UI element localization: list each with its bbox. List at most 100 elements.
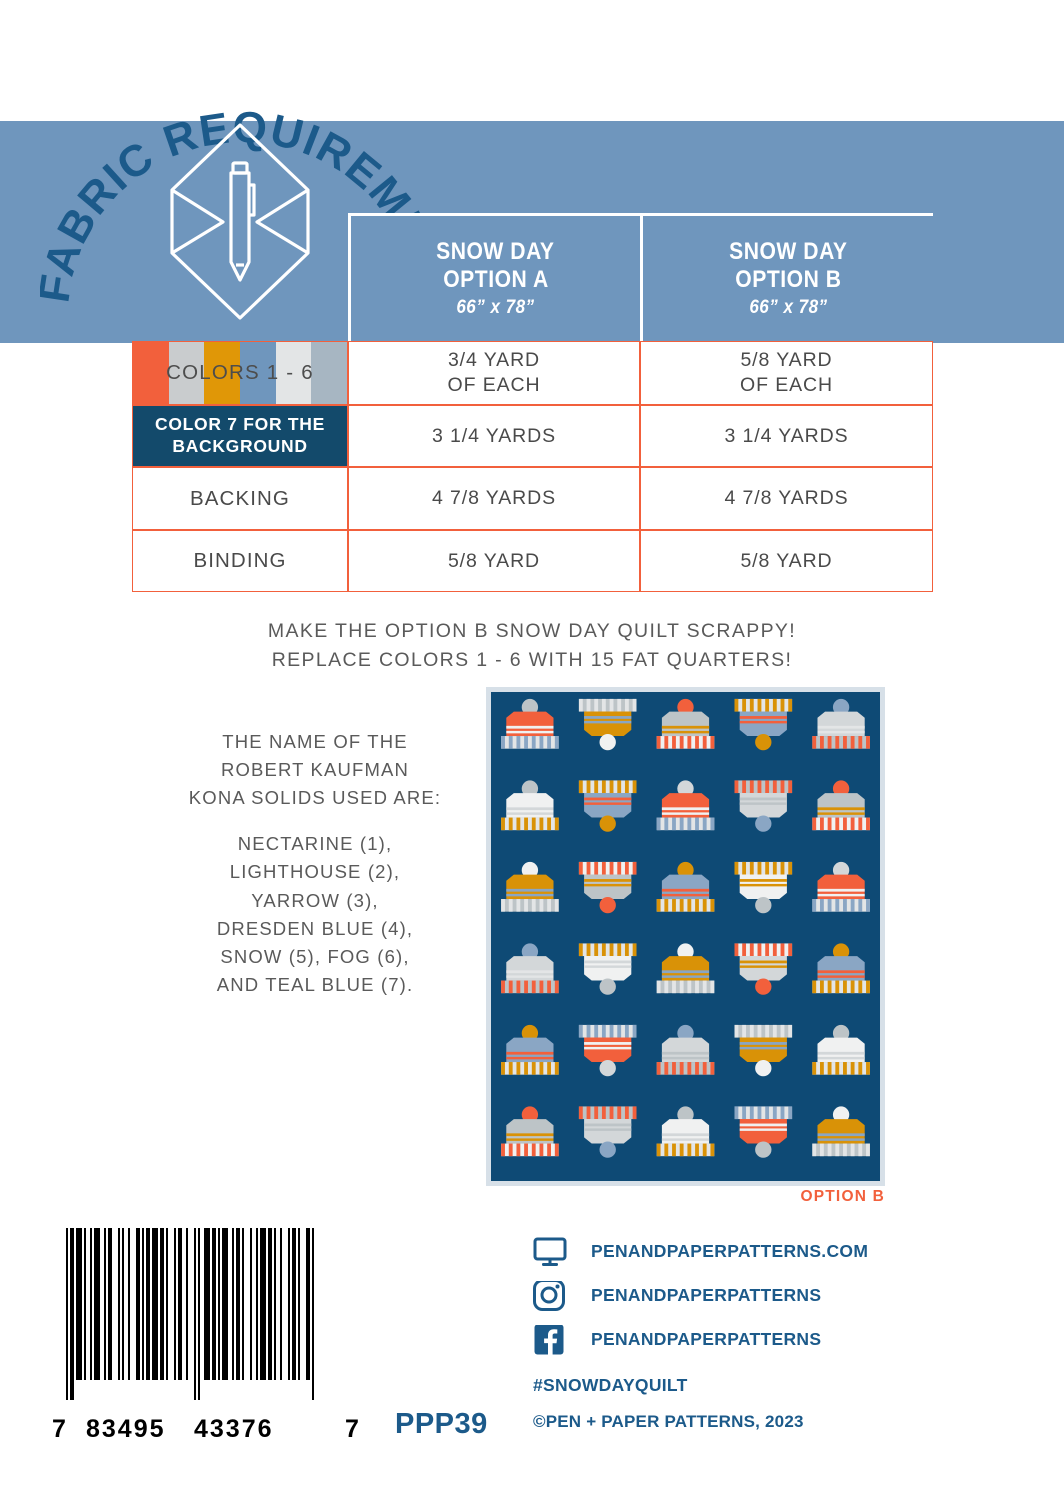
quilt-block bbox=[501, 1024, 559, 1075]
kona-color-3: YARROW (3), bbox=[251, 889, 379, 911]
table-row: COLORS 1 - 6 3/4 YARD OF EACH 5/8 YARD OF … bbox=[132, 341, 933, 405]
barcode-digits-group1: 83495 bbox=[86, 1415, 166, 1443]
quilt-block bbox=[812, 1106, 870, 1157]
kona-intro-line2: ROBERT KAUFMAN bbox=[220, 759, 410, 781]
fabric-requirements-table: SNOW DAY OPTION A 66” x 78” SNOW DAY OPT… bbox=[132, 213, 933, 593]
quilt-block bbox=[578, 1106, 637, 1158]
option-b-size: 66” x 78” bbox=[748, 297, 828, 319]
colors-option-b-value: 5/8 YARD OF EACH bbox=[640, 341, 933, 405]
binding-option-b-value: 5/8 YARD bbox=[640, 529, 933, 593]
kona-color-7: AND TEAL BLUE (7). bbox=[216, 973, 414, 995]
website-link[interactable]: PENANDPAPERPATTERNS.COM bbox=[533, 1232, 993, 1271]
kona-intro-line1: THE NAME OF THE bbox=[222, 731, 408, 752]
value-text: 4 7/8 YARDS bbox=[724, 487, 849, 510]
instagram-icon bbox=[533, 1278, 567, 1311]
quilt-block bbox=[656, 1106, 715, 1157]
quilt-block bbox=[812, 698, 870, 749]
quilt-block bbox=[656, 780, 715, 831]
website-text: PENANDPAPERPATTERNS.COM bbox=[591, 1241, 869, 1261]
option-a-title-line2: OPTION A bbox=[442, 265, 549, 293]
colors-label: COLORS 1 - 6 bbox=[166, 361, 314, 384]
quilt-diagram bbox=[486, 687, 885, 1186]
facebook-icon bbox=[533, 1324, 567, 1355]
instagram-text: PENANDPAPERPATTERNS bbox=[591, 1285, 822, 1305]
color-swatch bbox=[168, 342, 205, 404]
facebook-text: PENANDPAPERPATTERNS bbox=[591, 1329, 822, 1349]
table-row: COLOR 7 FOR THE BACKGROUND 3 1/4 YARDS 3 … bbox=[132, 405, 933, 468]
quilt-block bbox=[501, 698, 559, 749]
colors-option-a-value: 3/4 YARD OF EACH bbox=[348, 341, 640, 405]
quilt-block bbox=[734, 780, 793, 832]
quilt-block bbox=[578, 780, 637, 832]
kona-color-1: NECTARINE (1), bbox=[237, 833, 393, 855]
color7-label-cell: COLOR 7 FOR THE BACKGROUND bbox=[132, 405, 348, 468]
quilt-block bbox=[812, 943, 870, 994]
backing-option-b-value: 4 7/8 YARDS bbox=[640, 467, 933, 530]
table-header-option-a: SNOW DAY OPTION A 66” x 78” bbox=[348, 213, 640, 341]
copyright: ©PEN + PAPER PATTERNS, 2023 bbox=[533, 1412, 804, 1431]
barcode-bars-svg bbox=[66, 1228, 314, 1400]
option-a-size: 66” x 78” bbox=[456, 297, 535, 319]
color7-label: COLOR 7 FOR THE BACKGROUND bbox=[155, 414, 325, 457]
backing-label: BACKING bbox=[190, 486, 290, 510]
color-swatch bbox=[275, 342, 312, 404]
kona-color-5: SNOW (5), FOG (6), bbox=[220, 945, 410, 967]
option-b-title-line2: OPTION B bbox=[734, 265, 842, 293]
kona-color-2: LIGHTHOUSE (2), bbox=[229, 861, 401, 883]
quilt-option-label: OPTION B bbox=[800, 1188, 885, 1205]
table-header-row: SNOW DAY OPTION A 66” x 78” SNOW DAY OPT… bbox=[132, 213, 933, 341]
quilt-block bbox=[812, 1024, 870, 1075]
backing-label-cell: BACKING bbox=[132, 467, 348, 530]
scrappy-note-line2: REPLACE COLORS 1 - 6 WITH 15 FAT QUARTER… bbox=[271, 649, 793, 672]
quilt-block bbox=[734, 1106, 793, 1158]
color7-option-a-value: 3 1/4 YARDS bbox=[348, 405, 640, 468]
color-swatch bbox=[133, 342, 169, 404]
value-text: 3 1/4 YARDS bbox=[724, 424, 849, 447]
binding-label: BINDING bbox=[193, 548, 287, 572]
quilt-block bbox=[501, 861, 559, 912]
colors-swatch-label-cell: COLORS 1 - 6 bbox=[132, 341, 348, 405]
table-header-blank-cell bbox=[132, 213, 348, 341]
quilt-block bbox=[734, 698, 793, 751]
quilt-block bbox=[812, 780, 870, 831]
color7-option-b-value: 3 1/4 YARDS bbox=[640, 405, 933, 468]
pattern-code: PPP39 bbox=[395, 1408, 488, 1440]
color-swatch bbox=[240, 342, 276, 404]
quilt-block bbox=[812, 861, 870, 912]
color-swatch bbox=[204, 342, 241, 404]
scrappy-note: MAKE THE OPTION B SNOW DAY QUILT SCRAPPY… bbox=[0, 617, 1064, 676]
quilt-block bbox=[578, 1024, 637, 1077]
option-a-title-line1: SNOW DAY bbox=[436, 237, 555, 265]
quilt-block bbox=[578, 861, 637, 914]
table-row: BINDING 5/8 YARD 5/8 YARD bbox=[132, 529, 933, 593]
kona-solids-note: THE NAME OF THE ROBERT KAUFMAN KONA SOLI… bbox=[150, 728, 480, 999]
barcode-digit-left: 7 bbox=[52, 1415, 68, 1443]
backing-option-a-value: 4 7/8 YARDS bbox=[348, 467, 640, 530]
instagram-link[interactable]: PENANDPAPERPATTERNS bbox=[533, 1276, 993, 1315]
monitor-icon bbox=[533, 1237, 567, 1267]
quilt-block bbox=[656, 861, 715, 912]
value-text: 5/8 YARD bbox=[740, 549, 833, 572]
option-b-title-line1: SNOW DAY bbox=[728, 237, 848, 265]
quilt-block bbox=[656, 1024, 715, 1075]
value-text: 5/8 YARD OF EACH bbox=[740, 349, 833, 396]
kona-color-4: DRESDEN BLUE (4), bbox=[216, 917, 414, 939]
facebook-link[interactable]: PENANDPAPERPATTERNS bbox=[533, 1320, 993, 1359]
kona-intro-line3: KONA SOLIDS USED ARE: bbox=[188, 787, 442, 809]
color-swatch-strip bbox=[133, 342, 347, 404]
quilt-block bbox=[734, 1024, 793, 1077]
binding-option-a-value: 5/8 YARD bbox=[348, 529, 640, 593]
quilt-block bbox=[501, 943, 559, 994]
table-header-option-b: SNOW DAY OPTION B 66” x 78” bbox=[640, 213, 933, 341]
quilt-block bbox=[578, 943, 637, 995]
value-text: 4 7/8 YARDS bbox=[431, 487, 557, 510]
value-text: 5/8 YARD bbox=[447, 549, 541, 572]
quilt-block bbox=[578, 698, 637, 751]
color-swatch bbox=[311, 342, 347, 404]
binding-label-cell: BINDING bbox=[132, 529, 348, 593]
kona-spacer bbox=[150, 812, 480, 830]
quilt-block bbox=[734, 943, 793, 995]
quilt-block bbox=[501, 780, 559, 831]
barcode-digits-group2: 43376 bbox=[194, 1415, 274, 1443]
quilt-block bbox=[734, 861, 793, 914]
